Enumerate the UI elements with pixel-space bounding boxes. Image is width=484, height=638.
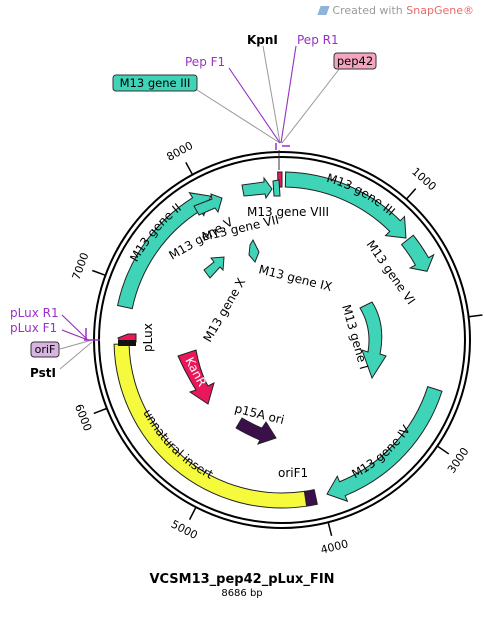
plux-black-block: [118, 340, 136, 346]
pep42-label: pep42: [337, 54, 373, 68]
orif1-label: oriF1: [278, 466, 308, 480]
pep-primer-marks: [275, 143, 290, 150]
m13-gene-viii-arrow: [272, 179, 281, 197]
m13-gene-ii-arc: [116, 192, 212, 310]
m13-gene-ix-label: M13 gene IX: [257, 262, 333, 294]
tick-label-5000: 5000: [169, 518, 200, 542]
watermark-prefix: Created with: [332, 4, 407, 17]
primer-lines: [61, 45, 297, 341]
orif-box: [30, 341, 60, 358]
tick-2000: [468, 314, 483, 318]
plasmid-name: VCSM13_pep42_pLux_FIN: [149, 572, 335, 587]
m13-gene-iii-callout-label: M13 gene III: [120, 76, 191, 90]
snapgene-watermark: Created with SnapGene®: [317, 4, 474, 17]
tick-6000: [93, 407, 108, 415]
tick-8000: [185, 162, 194, 176]
tick-label-1000: 1000: [409, 165, 439, 193]
m13-gene-v-arrow: [241, 176, 273, 200]
m13-gene-x-label: M13 gene X: [200, 276, 248, 345]
pep42-box: [333, 52, 377, 70]
orif-callout-label: oriF: [35, 343, 56, 356]
pep-r1-label: Pep R1: [297, 33, 339, 47]
watermark-brand: SnapGene®: [406, 4, 474, 17]
m13-gene-iii-arc: [284, 171, 407, 239]
m13-gene-x-arrow: [203, 256, 225, 279]
m13-gene-i-arrow: [359, 301, 387, 380]
psti-label: PstI: [30, 366, 56, 380]
p15a-ori-arrow: [235, 417, 277, 445]
tick-3000: [436, 445, 450, 455]
m13-gene-viii-label: M13 gene VIII: [247, 205, 329, 219]
kanr-arrow: [177, 349, 215, 405]
tick-1000: [405, 188, 417, 200]
tick-label-3000: 3000: [445, 445, 472, 475]
kpni-label: KpnI: [247, 33, 278, 47]
tick-4000: [327, 522, 333, 536]
tick-label-6000: 6000: [72, 402, 94, 433]
m13-gene-iii-callout-box: [112, 74, 198, 92]
tick-7000: [92, 269, 106, 277]
tick-label-7000: 7000: [70, 251, 92, 282]
plux-r1-label: pLux R1: [10, 306, 59, 320]
pep-f1-label: Pep F1: [185, 55, 225, 69]
tick-5000: [188, 506, 197, 520]
m13-gene-ii-small-arrow: [193, 193, 223, 216]
plux-label: pLux: [141, 323, 155, 352]
m13-gene-vi-arc: [400, 234, 435, 272]
m13-gene-iv-arc: [326, 386, 443, 503]
tick-label-8000: 8000: [164, 139, 195, 164]
m13-gene-vii-arrow: [248, 238, 260, 263]
plux-f1-label: pLux F1: [10, 321, 57, 335]
inner-genes: [193, 176, 281, 279]
snapgene-logo-icon: [317, 6, 331, 15]
plux-primer-marks: [84, 328, 100, 341]
plasmid-length: 8686 bp: [221, 588, 263, 599]
map-title-block: VCSM13_pep42_pLux_FIN 8686 bp: [0, 572, 484, 599]
tick-label-4000: 4000: [319, 537, 349, 556]
